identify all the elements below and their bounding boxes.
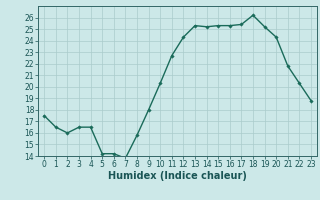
X-axis label: Humidex (Indice chaleur): Humidex (Indice chaleur) <box>108 171 247 181</box>
